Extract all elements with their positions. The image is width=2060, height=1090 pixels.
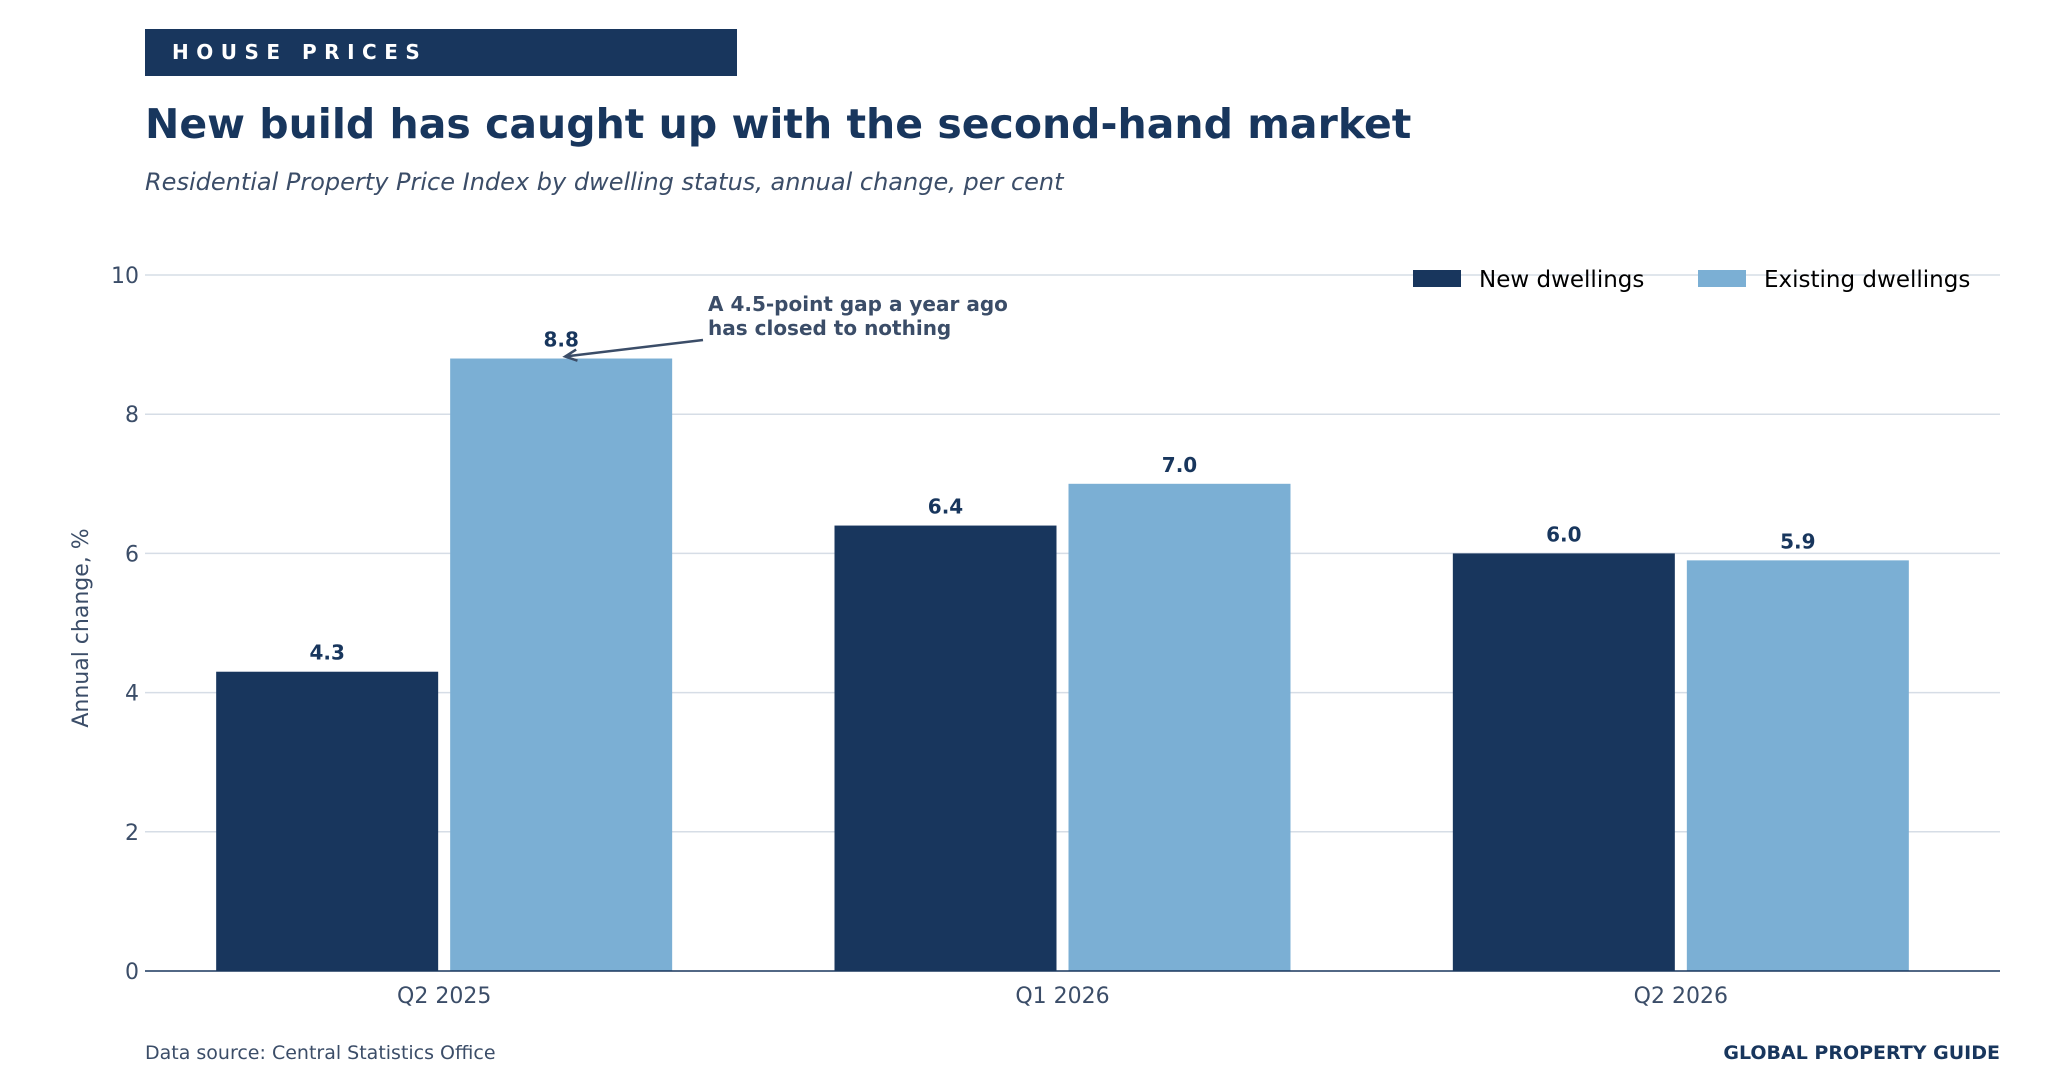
legend-item-new: New dwellings bbox=[1413, 267, 1644, 293]
y-tick-label: 6 bbox=[125, 542, 139, 567]
bar-existing bbox=[1686, 560, 1909, 971]
y-tick-label: 4 bbox=[125, 682, 139, 707]
legend-item-existing: Existing dwellings bbox=[1698, 267, 1970, 293]
bar-new bbox=[1452, 553, 1675, 971]
kicker-band: HOUSE PRICES bbox=[145, 29, 737, 76]
y-tick-label: 10 bbox=[111, 264, 139, 289]
data-label: 4.3 bbox=[309, 641, 344, 665]
x-tick-label: Q1 2026 bbox=[1015, 984, 1109, 1009]
y-tick-label: 2 bbox=[125, 821, 139, 846]
annotation-arrowhead bbox=[562, 348, 578, 362]
data-label: 6.4 bbox=[928, 495, 963, 519]
kicker-label: HOUSE PRICES bbox=[172, 40, 428, 64]
legend-swatch bbox=[1698, 270, 1746, 287]
legend: New dwellings Existing dwellings bbox=[1413, 267, 1970, 293]
bar-existing bbox=[1068, 483, 1291, 971]
data-label: 5.9 bbox=[1780, 529, 1815, 553]
page-subtitle: Residential Property Price Index by dwel… bbox=[145, 168, 1064, 196]
bar-new bbox=[834, 525, 1057, 971]
bar-new bbox=[216, 671, 439, 971]
source-note: Data source: Central Statistics Office bbox=[145, 1042, 496, 1064]
bars bbox=[216, 358, 1909, 971]
y-tick-label: 0 bbox=[125, 960, 139, 985]
bar-existing bbox=[450, 358, 673, 971]
axes: 0 2 4 6 8 10 Annual change, % Q2 2025 Q1 2026 Q2 … bbox=[69, 264, 2000, 1009]
annotation-text: A 4.5-point gap a year ago bbox=[708, 292, 1008, 316]
data-label: 6.0 bbox=[1546, 522, 1581, 546]
legend-label: New dwellings bbox=[1479, 267, 1644, 293]
data-labels: 4.3 8.8 6.4 7.0 6.0 5.9 bbox=[309, 328, 1815, 665]
x-tick-label: Q2 2026 bbox=[1634, 984, 1728, 1009]
data-label: 8.8 bbox=[543, 328, 578, 352]
brand-label: GLOBAL PROPERTY GUIDE bbox=[1723, 1042, 2000, 1064]
data-label: 7.0 bbox=[1162, 453, 1197, 477]
x-tick-label: Q2 2025 bbox=[397, 984, 491, 1009]
y-axis-label: Annual change, % bbox=[69, 528, 94, 727]
page-title: New build has caught up with the second-… bbox=[145, 100, 1412, 148]
y-tick-label: 8 bbox=[125, 403, 139, 428]
legend-swatch bbox=[1413, 270, 1461, 287]
legend-label: Existing dwellings bbox=[1764, 267, 1970, 293]
annotation-text: has closed to nothing bbox=[708, 316, 951, 340]
annotation-arrow bbox=[565, 338, 704, 358]
